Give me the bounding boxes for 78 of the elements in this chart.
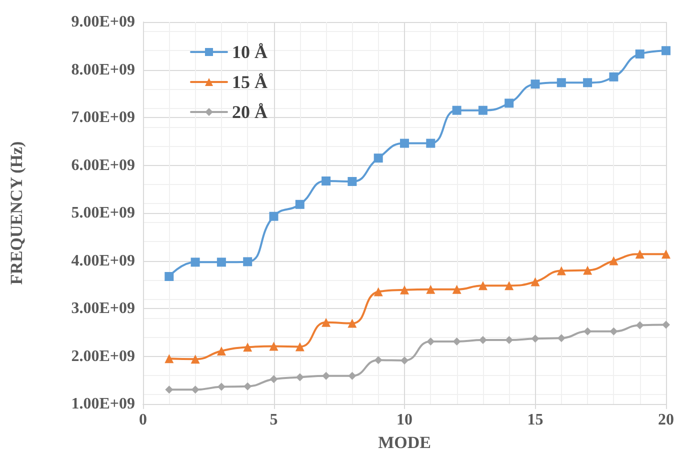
y-tick-label: 3.00E+09 <box>71 300 135 317</box>
point <box>478 106 488 115</box>
point <box>504 281 514 290</box>
point <box>505 336 514 344</box>
point <box>322 372 330 380</box>
point <box>400 356 408 365</box>
legend-label: 10 Å <box>232 42 268 62</box>
point <box>191 386 200 394</box>
point <box>165 386 174 394</box>
point <box>609 256 618 266</box>
x-tick-label: 0 <box>139 412 147 428</box>
y-tick-label: 9.00E+09 <box>71 14 135 30</box>
point <box>269 212 278 221</box>
point <box>400 138 409 148</box>
point <box>217 382 226 391</box>
point <box>556 266 566 276</box>
point <box>426 284 436 294</box>
point <box>190 258 200 267</box>
point <box>557 334 566 342</box>
point <box>609 72 618 82</box>
point <box>296 373 304 382</box>
point <box>583 78 592 88</box>
y-tick-label: 5.00E+09 <box>71 204 135 222</box>
point <box>478 336 487 344</box>
x-axis-title: MODE <box>378 433 431 452</box>
point <box>269 342 278 351</box>
point <box>452 284 462 294</box>
point <box>635 250 644 259</box>
point <box>374 356 382 364</box>
y-tick-label: 4.00E+09 <box>71 252 135 270</box>
point <box>322 176 331 186</box>
point <box>452 106 462 115</box>
y-tick-label: 7.00E+09 <box>71 109 135 126</box>
point <box>635 49 644 58</box>
x-tick-label: 20 <box>658 412 674 428</box>
y-tick-label: 6.00E+09 <box>71 156 135 174</box>
y-tick-label: 8.00E+09 <box>71 61 135 78</box>
point <box>426 138 436 148</box>
x-tick-label: 10 <box>396 412 412 428</box>
y-axis-title: FREQUENCY (Hz) <box>7 141 26 285</box>
legend-label: 15 Å <box>232 72 268 92</box>
point <box>583 266 592 275</box>
point <box>295 200 304 209</box>
point <box>295 342 304 352</box>
point <box>348 318 357 328</box>
point <box>662 250 670 259</box>
point <box>164 354 174 364</box>
point <box>348 176 357 186</box>
x-tick-label: 5 <box>270 412 278 428</box>
point <box>244 382 252 390</box>
point <box>662 46 670 56</box>
point <box>322 318 331 327</box>
point <box>216 346 226 356</box>
point <box>190 354 200 364</box>
point <box>374 287 383 296</box>
point <box>662 320 670 329</box>
point <box>243 257 252 266</box>
point <box>216 258 226 267</box>
point <box>530 80 540 89</box>
point <box>531 334 540 343</box>
point <box>478 281 488 290</box>
point <box>243 342 252 352</box>
point <box>530 277 540 286</box>
point <box>374 154 383 163</box>
point <box>164 272 174 282</box>
y-tick-label: 2.00E+09 <box>71 348 135 365</box>
point <box>348 372 356 380</box>
y-tick-label: 1.00E+09 <box>71 396 135 412</box>
point <box>556 78 566 88</box>
x-tick-label: 15 <box>527 412 544 428</box>
point <box>452 337 461 346</box>
point <box>270 375 278 384</box>
point <box>504 98 514 108</box>
point <box>400 285 409 294</box>
point <box>636 321 644 330</box>
point <box>610 327 618 336</box>
legend-label: 20 Å <box>232 102 268 122</box>
point <box>584 327 592 336</box>
